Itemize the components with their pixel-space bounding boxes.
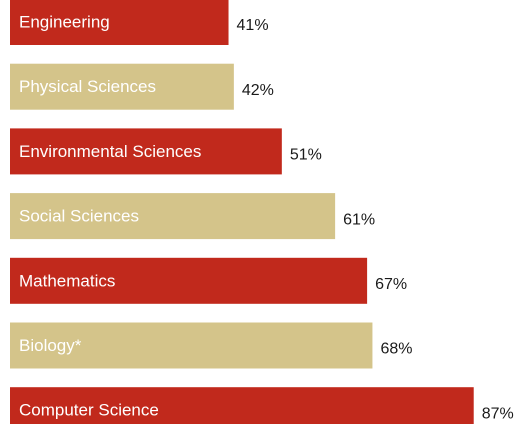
bar — [10, 128, 282, 175]
value-label: 87% — [482, 405, 514, 422]
bar-label: Physical Sciences — [19, 77, 156, 96]
bar — [10, 193, 336, 240]
value-label: 42% — [242, 82, 274, 99]
bar-label: Environmental Sciences — [19, 142, 201, 161]
value-label: 61% — [343, 211, 375, 228]
value-label: 67% — [375, 276, 407, 293]
bar — [10, 322, 373, 369]
bar — [10, 387, 474, 424]
bar — [10, 63, 234, 110]
bar-label: Mathematics — [19, 271, 115, 290]
value-label: 41% — [237, 17, 269, 34]
value-label: 51% — [290, 147, 322, 164]
value-label: 68% — [380, 341, 412, 358]
bar — [10, 0, 229, 45]
bar-label: Computer Science — [19, 401, 159, 420]
bar — [10, 257, 368, 304]
bar-label: Engineering — [19, 12, 110, 31]
bar-label: Social Sciences — [19, 207, 139, 226]
bar-label: Biology* — [19, 336, 82, 355]
